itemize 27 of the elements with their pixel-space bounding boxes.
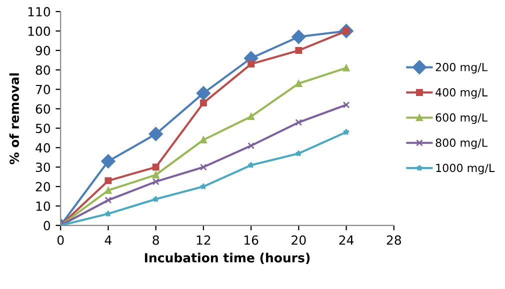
- y-tick-label: 100: [28, 26, 50, 36]
- y-tick-label: 30: [36, 162, 50, 172]
- x-tick-label: 24: [339, 235, 354, 245]
- y-tick-label: 0: [44, 220, 50, 230]
- y-tick-label: 60: [36, 104, 50, 114]
- y-tick-label: 80: [36, 65, 50, 75]
- x-tick-label: 4: [104, 236, 112, 245]
- y-axis-title: % of removal: [9, 73, 20, 164]
- x-tick-label: 0: [57, 235, 64, 245]
- y-tick-label: 70: [36, 84, 50, 94]
- x-tick-label: 20: [292, 235, 306, 245]
- legend-label: 600 mg/L: [436, 113, 488, 124]
- y-tick-label: 50: [36, 124, 50, 134]
- x-tick-label: 8: [152, 235, 159, 245]
- x-tick-label: 12: [196, 235, 210, 245]
- y-tick-label: 10: [36, 201, 50, 211]
- y-tick-label: 40: [36, 143, 50, 153]
- x-tick-label: 28: [386, 235, 401, 245]
- legend-label: 800 mg/L: [436, 138, 488, 150]
- legend-label: 1000 mg/L: [436, 164, 495, 174]
- x-axis-title: Incubation time (hours): [144, 252, 310, 264]
- y-tick-label: 90: [36, 46, 50, 56]
- legend-label: 200 mg/L: [436, 62, 488, 74]
- x-tick-label: 16: [244, 235, 258, 245]
- legend-label: 400 mg/L: [436, 88, 488, 99]
- y-tick-label: 20: [36, 182, 50, 192]
- y-tick-label: 110: [28, 7, 50, 16]
